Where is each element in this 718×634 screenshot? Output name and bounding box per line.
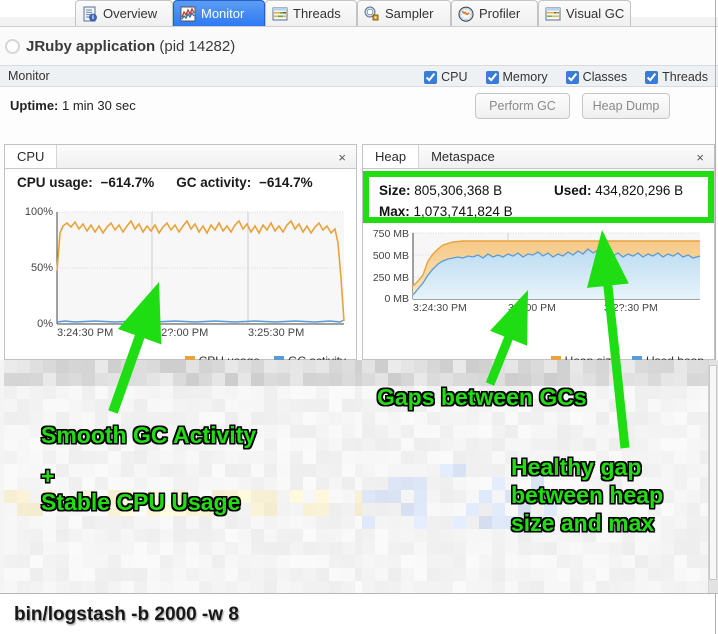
svg-text:0%: 0% — [37, 318, 53, 330]
svg-text:3:24:30 PM: 3:24:30 PM — [57, 327, 113, 339]
svg-text:0 MB: 0 MB — [384, 293, 409, 305]
svg-text:3:25:30 PM: 3:25:30 PM — [248, 327, 304, 339]
svg-text:250 MB: 250 MB — [373, 272, 409, 284]
svg-text:500 MB: 500 MB — [373, 250, 409, 262]
svg-text:3:24:30 PM: 3:24:30 PM — [413, 302, 467, 314]
svg-text:3:2?:30 PM: 3:2?:30 PM — [604, 302, 658, 314]
svg-text:100%: 100% — [25, 206, 53, 218]
svg-text:750 MB: 750 MB — [373, 228, 409, 240]
svg-text:3:2?:00 PM: 3:2?:00 PM — [152, 327, 208, 339]
svg-text:3:?:00 PM: 3:?:00 PM — [508, 302, 556, 314]
svg-text:50%: 50% — [31, 262, 53, 274]
